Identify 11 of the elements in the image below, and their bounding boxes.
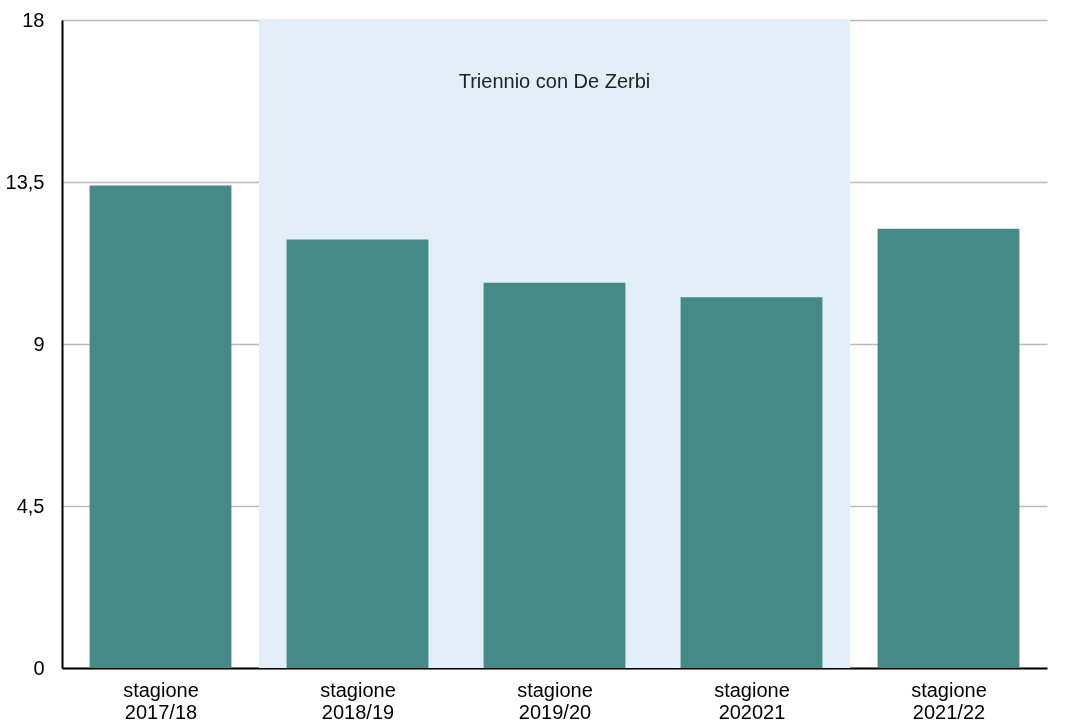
x-tick-label: stagione 202021 (714, 678, 790, 723)
y-tick-label: 9 (33, 332, 45, 355)
x-tick-label: stagione 2019/20 (517, 678, 593, 723)
x-tick-label: stagione 2021/22 (911, 678, 987, 723)
y-tick-label: 18 (22, 8, 45, 31)
x-tick-label: stagione 2018/19 (320, 678, 396, 723)
band-label: Triennio con De Zerbi (458, 70, 651, 92)
x-tick-label: stagione 2017/18 (123, 678, 199, 723)
y-tick-label: 4,5 (16, 494, 45, 517)
y-tick-label: 0 (33, 656, 45, 679)
y-tick-label: 13,5 (5, 170, 45, 193)
